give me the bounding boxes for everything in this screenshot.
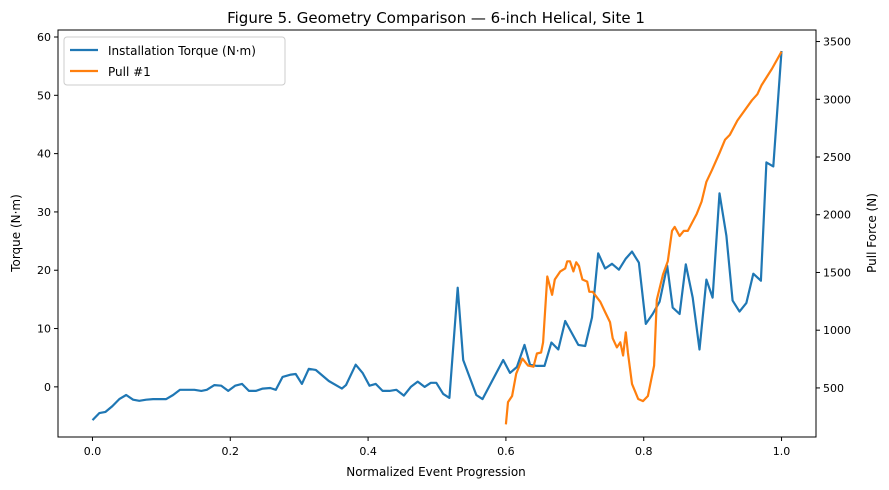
- x-tick-label: 0.6: [497, 445, 515, 458]
- x-tick-label: 1.0: [773, 445, 791, 458]
- y-axis-right-label: Pull Force (N): [865, 193, 879, 273]
- x-tick-label: 0.2: [222, 445, 240, 458]
- x-tick-label: 0.0: [84, 445, 102, 458]
- y-right-tick-label: 3500: [823, 36, 851, 49]
- y-right-tick-label: 2500: [823, 151, 851, 164]
- legend-label-torque: Installation Torque (N·m): [108, 44, 256, 58]
- y-right-tick-label: 1000: [823, 324, 851, 337]
- x-tick-label: 0.4: [359, 445, 377, 458]
- x-tick-label: 0.8: [635, 445, 653, 458]
- series-line-torque: [91, 50, 783, 421]
- y-right-tick-label: 1500: [823, 266, 851, 279]
- y-left-tick-label: 40: [37, 148, 51, 161]
- y-right-tick-label: 3000: [823, 93, 851, 106]
- chart-title: Figure 5. Geometry Comparison — 6-inch H…: [227, 9, 645, 27]
- y-left-tick-label: 30: [37, 206, 51, 219]
- legend: Installation Torque (N·m) Pull #1: [63, 36, 286, 86]
- y-right-tick-label: 2000: [823, 209, 851, 222]
- y-axis-left-label: Torque (N·m): [9, 194, 23, 273]
- y-left-tick-label: 50: [37, 89, 51, 102]
- y-left-tick-label: 0: [44, 381, 51, 394]
- x-axis-label: Normalized Event Progression: [346, 465, 526, 479]
- y-left-tick-label: 10: [37, 323, 51, 336]
- series-line-pull: [504, 51, 783, 425]
- y-right-tick-label: 500: [823, 382, 844, 395]
- legend-label-pull: Pull #1: [108, 65, 151, 79]
- axes-frame: [57, 29, 817, 438]
- y-left-tick-label: 20: [37, 264, 51, 277]
- legend-box: [63, 36, 286, 86]
- y-left-tick-label: 60: [37, 31, 51, 44]
